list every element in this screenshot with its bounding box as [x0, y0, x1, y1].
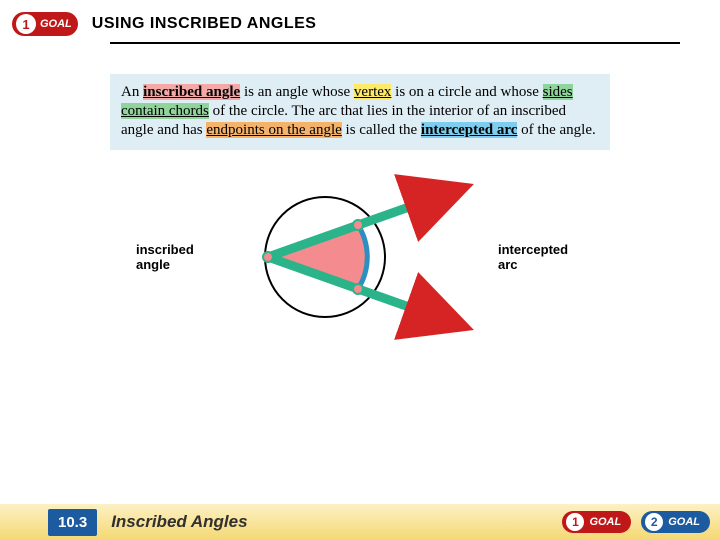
label-text: arc: [498, 257, 518, 272]
goal-badge: 1 GOAL: [12, 12, 78, 36]
diagram-svg: [240, 172, 480, 342]
term-inscribed-angle: inscribed angle: [143, 84, 240, 100]
footer-goal-2[interactable]: 2 GOAL: [641, 511, 710, 533]
header: 1 GOAL USING INSCRIBED ANGLES: [0, 0, 720, 40]
diagram-container: inscribed angle intercepted arc: [0, 172, 720, 342]
sector-fill: [268, 225, 367, 289]
footer: 10.3 Inscribed Angles 1 GOAL 2 GOAL: [0, 504, 720, 540]
def-text: An: [121, 84, 143, 100]
footer-goal-1[interactable]: 1 GOAL: [562, 511, 631, 533]
goal-number: 1: [16, 14, 36, 34]
def-text: is called the: [342, 122, 421, 138]
goal-n: 1: [566, 513, 584, 531]
section-number: 10.3: [48, 509, 97, 536]
label-text: inscribed: [136, 242, 194, 257]
def-text: of the angle.: [517, 122, 595, 138]
goal-label: GOAL: [668, 516, 700, 528]
term-intercepted-arc: intercepted arc: [421, 122, 518, 138]
diagram: inscribed angle intercepted arc: [200, 172, 520, 342]
label-text: intercepted: [498, 242, 568, 257]
def-text: is on a circle and whose: [391, 84, 542, 100]
definition-box: An inscribed angle is an angle whose ver…: [110, 74, 610, 150]
goal-label: GOAL: [589, 516, 621, 528]
term-vertex: vertex: [354, 84, 391, 100]
goal-n: 2: [645, 513, 663, 531]
term-endpoints: endpoints on the angle: [206, 122, 341, 138]
label-intercepted-arc: intercepted arc: [498, 242, 588, 273]
page-title: USING INSCRIBED ANGLES: [92, 15, 317, 33]
label-text: angle: [136, 257, 170, 272]
title-rule: [110, 42, 680, 44]
footer-title: Inscribed Angles: [111, 512, 562, 532]
endpoint-dot-top: [353, 220, 363, 230]
vertex-dot: [263, 252, 273, 262]
goal-label: GOAL: [40, 18, 72, 30]
def-text: is an angle whose: [240, 84, 354, 100]
label-inscribed-angle: inscribed angle: [136, 242, 226, 273]
endpoint-dot-bottom: [353, 284, 363, 294]
